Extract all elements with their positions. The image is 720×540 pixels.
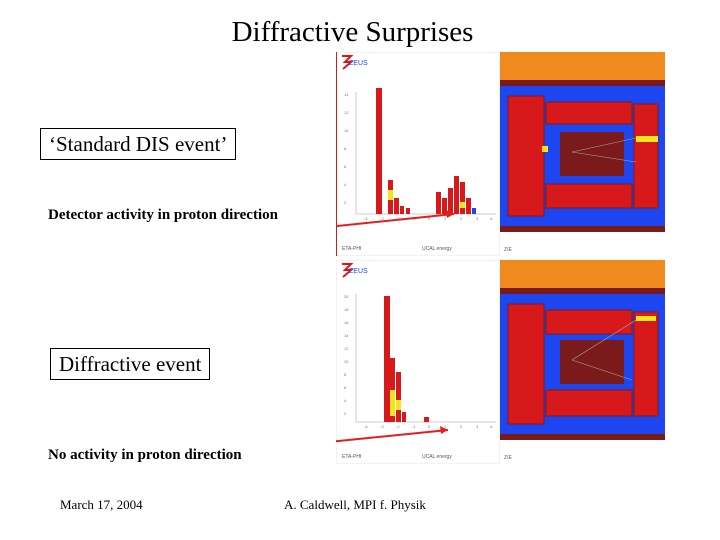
y-tick-label: 6 xyxy=(344,385,347,390)
x-tick-label: -4 xyxy=(364,216,368,221)
legend-caption: UCAL energy xyxy=(422,454,452,460)
x-tick-label: 0 xyxy=(428,424,431,429)
x-tick-label: 2 xyxy=(460,424,463,429)
x-tick-label: -2 xyxy=(396,424,400,429)
y-tick-label: 4 xyxy=(344,398,347,403)
x-tick-label: 1 xyxy=(444,424,447,429)
footer-author: A. Caldwell, MPI f. Physik xyxy=(284,497,426,512)
footer-date: March 17, 2004 xyxy=(60,497,143,512)
zeus-logo-text: ZEUS xyxy=(349,60,368,67)
x-axis-caption: ETA-PHI xyxy=(342,246,361,252)
y-tick-label: 6 xyxy=(344,164,347,169)
y-tick-label: 12 xyxy=(344,110,349,115)
x-tick-label: 4 xyxy=(490,424,493,429)
energy-bar xyxy=(402,412,406,422)
y-tick-label: 10 xyxy=(344,128,349,133)
x-tick-label: -3 xyxy=(380,424,384,429)
energy-histogram: 20 18 16 14 12 10 8 6 4 2 -4 -3 -2 -1 0 … xyxy=(344,294,496,429)
energy-bar xyxy=(396,400,401,410)
y-tick-label: 20 xyxy=(344,294,349,299)
energy-bar xyxy=(448,188,453,214)
y-tick-label: 8 xyxy=(344,146,347,151)
energy-bar xyxy=(472,208,476,214)
corner-tag: Z/E xyxy=(504,247,512,253)
zeus-logo: ZEUS xyxy=(341,263,368,278)
y-tick-label: 12 xyxy=(344,346,349,351)
x-tick-label: -2 xyxy=(396,216,400,221)
energy-bar xyxy=(466,198,471,214)
energy-bar xyxy=(388,190,393,200)
proton-activity-note: Detector activity in proton direction xyxy=(48,207,278,223)
zeus-logo-text: ZEUS xyxy=(349,268,368,275)
dis-event-display: ZEUS 14 12 10 8 6 4 2 -4 -3 -2 -1 0 1 2 … xyxy=(336,52,665,256)
slide-title: Diffractive Surprises xyxy=(231,16,474,48)
energy-bar xyxy=(442,198,447,214)
energy-bar xyxy=(396,372,401,422)
x-tick-label: 2 xyxy=(460,216,463,221)
no-activity-note: No activity in proton direction xyxy=(48,447,242,463)
y-tick-label: 14 xyxy=(344,92,349,97)
energy-bar xyxy=(436,192,441,214)
energy-bar xyxy=(384,296,390,422)
diffractive-event-label: Diffractive event xyxy=(50,348,211,380)
proton-direction-arrow xyxy=(336,213,455,228)
legend-caption: UCAL energy xyxy=(422,246,452,252)
calorimeter-view: Z/E xyxy=(500,52,665,256)
y-tick-label: 16 xyxy=(344,320,349,325)
y-tick-label: 10 xyxy=(344,359,349,364)
y-tick-label: 2 xyxy=(344,411,347,416)
energy-bar xyxy=(454,176,459,214)
x-tick-label: 1 xyxy=(444,216,447,221)
arrow-head xyxy=(440,426,448,434)
x-tick-label: 0 xyxy=(428,216,431,221)
y-tick-label: 18 xyxy=(344,307,349,312)
energy-bar xyxy=(376,88,382,214)
y-tick-label: 8 xyxy=(344,372,347,377)
energy-bar xyxy=(460,202,465,208)
zeus-logo: ZEUS xyxy=(341,55,368,70)
x-axis-caption: ETA-PHI xyxy=(342,454,361,460)
x-tick-label: 3 xyxy=(476,424,479,429)
x-tick-label: -3 xyxy=(380,216,384,221)
y-tick-label: 4 xyxy=(344,182,347,187)
y-tick-label: 14 xyxy=(344,333,349,338)
energy-bar xyxy=(460,182,465,214)
energy-histogram: 14 12 10 8 6 4 2 -4 -3 -2 -1 0 1 2 3 4 xyxy=(344,88,496,221)
calorimeter-view: Z/E xyxy=(500,260,665,464)
y-tick-label: 2 xyxy=(344,200,347,205)
energy-bar xyxy=(406,208,410,214)
energy-bar xyxy=(424,417,429,422)
energy-bar xyxy=(390,390,395,416)
energy-bar xyxy=(394,198,399,214)
x-tick-label: -4 xyxy=(364,424,368,429)
dis-event-label: ‘Standard DIS event’ xyxy=(40,128,237,160)
corner-tag: Z/E xyxy=(504,455,512,461)
energy-bar xyxy=(400,206,404,214)
x-tick-label: 4 xyxy=(490,216,493,221)
arrow-head xyxy=(446,210,454,218)
x-tick-label: 3 xyxy=(476,216,479,221)
diffractive-event-display: ZEUS 20 18 16 14 12 10 8 6 4 2 -4 -3 -2 … xyxy=(336,260,665,464)
proton-direction-arrow xyxy=(336,429,449,443)
x-tick-label: -1 xyxy=(412,424,416,429)
